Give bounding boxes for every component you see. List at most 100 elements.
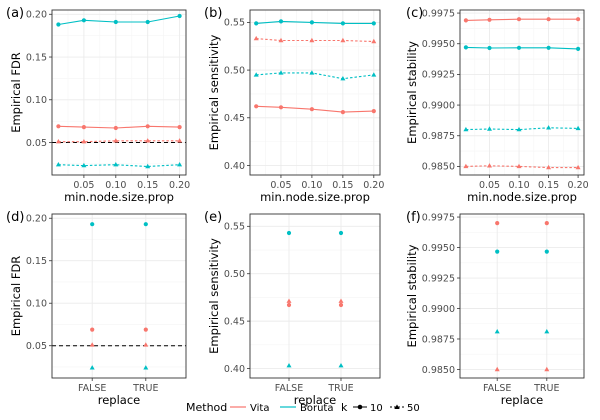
series-vita-k10 (254, 104, 376, 115)
ytick-label-1: 0.10 (26, 299, 47, 310)
xtick-label-0: 0.05 (73, 180, 94, 191)
point-vita-k10-3 (340, 110, 345, 115)
ytick-label-1: 0.9875 (422, 334, 455, 345)
ytick-label-3: 0.9925 (422, 273, 455, 284)
x-axis-title: min.node.size.prop (64, 190, 174, 204)
legend: Method Vita Boruta k 10 50 (186, 401, 420, 414)
xtick-label-3: 0.20 (568, 180, 589, 191)
series-boruta-k10 (254, 19, 376, 26)
series-vita-k50 (253, 35, 377, 44)
point-vita-k50-3 (546, 164, 552, 170)
point-vita-k50-4 (177, 138, 183, 143)
point-vita-k50-1 (81, 139, 87, 144)
legend-k50-marker (394, 404, 400, 409)
y-axis-title: Empirical FDR (9, 256, 23, 337)
point-vita-k10-1 (143, 327, 148, 332)
legend-k50-label: 50 (407, 403, 420, 414)
point-vita-k50-0 (494, 366, 500, 372)
ytick-label-2: 0.50 (224, 269, 245, 280)
point-vita-k50-1 (143, 342, 149, 347)
point-vita-k10-1 (338, 302, 344, 308)
point-vita-k50-4 (575, 164, 581, 170)
x-axis-title: replace (98, 393, 141, 407)
series-vita-k10-line (256, 105, 374, 113)
ytick-label-3: 0.9925 (422, 70, 455, 81)
series-boruta-k10 (463, 45, 581, 52)
ytick-label-3: 0.55 (224, 18, 245, 29)
point-boruta-k50-4 (371, 72, 377, 77)
point-vita-k10-0 (495, 221, 500, 226)
ytick-label-2: 0.9900 (422, 100, 455, 111)
point-vita-k10-0 (254, 104, 259, 109)
xtick-label-0: 0.05 (479, 180, 500, 191)
panel-f: 0.9850 0.9875 0.9900 0.9925 0.9950 0.9975 FALS… (405, 210, 585, 407)
ytick-label-1: 0.45 (224, 113, 245, 124)
xtick-label-1: TRUE (327, 383, 353, 394)
point-vita-k10-1 (544, 221, 549, 226)
ytick-label-3: 0.20 (26, 10, 47, 21)
xtick-label-2: 0.15 (538, 180, 559, 191)
xtick-label-2: 0.15 (332, 180, 353, 191)
point-boruta-k10-3 (546, 45, 551, 50)
panel-tag: (a) (6, 6, 24, 21)
point-boruta-k10-1 (544, 249, 549, 254)
series-boruta-k50-line (465, 127, 579, 131)
y-axis-title: Empirical stability (405, 244, 419, 347)
point-boruta-k50-3 (340, 76, 346, 81)
point-vita-k50-2 (516, 163, 522, 169)
point-vita-k10-2 (309, 107, 314, 112)
xtick-label-1: TRUE (533, 383, 559, 394)
series-boruta-k50 (286, 363, 344, 368)
point-boruta-k10-0 (495, 249, 500, 254)
point-vita-k50-0 (253, 35, 259, 41)
point-boruta-k50-2 (113, 162, 119, 167)
ytick-label-2: 0.9900 (422, 304, 455, 315)
series-vita-k10-line (58, 125, 180, 129)
series-boruta-k10 (56, 13, 182, 27)
series-vita-k10 (463, 17, 581, 23)
series-vita-k10 (56, 124, 182, 131)
series-boruta-k10 (286, 230, 344, 236)
series-vita-k10 (90, 327, 148, 332)
xtick-label-2: 0.15 (137, 180, 158, 191)
panel-c: 0.9850 0.9875 0.9900 0.9925 0.9950 0.9975 0.05… (405, 6, 589, 204)
series-vita-k50-line (256, 38, 374, 43)
point-vita-k50-1 (278, 37, 284, 43)
point-boruta-k10-4 (576, 46, 581, 52)
series-boruta-k50-line (58, 164, 180, 168)
point-boruta-k10-1 (487, 45, 492, 51)
series-vita-k50-line (465, 165, 579, 169)
panel-tag: (b) (204, 6, 222, 21)
ytick-label-0: 0.40 (224, 161, 245, 172)
series-boruta-k10-line (465, 46, 579, 50)
ytick-label-0: 0.05 (26, 138, 47, 149)
point-vita-k50-1 (544, 366, 550, 372)
point-boruta-k10-2 (113, 19, 118, 25)
panel-border (249, 9, 381, 176)
point-boruta-k10-1 (278, 19, 284, 24)
series-boruta-k50 (463, 125, 581, 132)
series-boruta-k50-line (256, 72, 374, 80)
ytick-label-1: 0.9875 (422, 131, 455, 142)
point-boruta-k10-3 (340, 21, 345, 26)
point-vita-k10-0 (286, 302, 292, 308)
point-boruta-k10-0 (463, 45, 468, 50)
series-vita-k50 (286, 298, 344, 303)
point-vita-k10-4 (371, 109, 376, 114)
point-vita-k50-0 (89, 342, 95, 347)
legend-k-title: k (341, 401, 348, 414)
y-axis-title: Empirical sensitivity (207, 34, 221, 150)
ytick-label-5: 0.9975 (422, 212, 455, 223)
point-vita-k50-3 (145, 138, 151, 143)
point-boruta-k10-0 (90, 222, 95, 227)
panel-border (459, 213, 585, 379)
ytick-label-4: 0.9950 (422, 39, 455, 50)
point-boruta-k50-1 (278, 70, 284, 75)
ytick-label-2: 0.15 (26, 52, 47, 63)
xtick-label-0: 0.05 (270, 180, 291, 191)
panel-tag: (c) (406, 6, 423, 21)
point-vita-k50-4 (371, 38, 377, 44)
series-vita-k50 (55, 138, 183, 144)
x-axis-title: min.node.size.prop (260, 190, 370, 204)
